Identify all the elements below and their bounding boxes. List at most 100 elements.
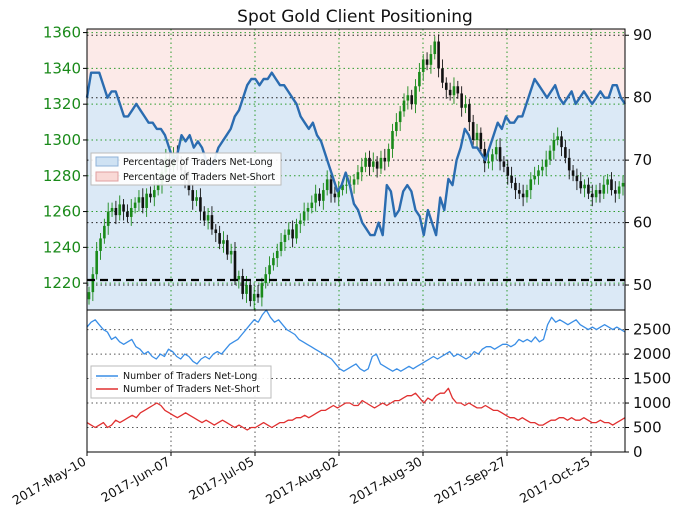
candle-body-101 [475, 132, 479, 140]
candle-body-107 [498, 147, 502, 162]
candle-body-75 [375, 161, 379, 169]
candle-body-111 [514, 182, 517, 191]
bottom-right-axis-ticks: 0 500 1000 1500 2000 2500 [625, 321, 671, 461]
candle-body-41 [245, 284, 248, 294]
candle-body-100 [471, 122, 475, 140]
candle-body-61 [322, 190, 325, 201]
candle-body-0 [87, 292, 91, 300]
bottom-tick-label-2: 1000 [633, 394, 671, 412]
net-long-fill [87, 72, 625, 310]
candle-body-136 [610, 179, 613, 191]
bottom-tick-label-5: 2500 [633, 321, 671, 339]
candle-body-46 [264, 274, 268, 284]
legend-swatch-net-long [95, 156, 119, 167]
candle-body-6 [110, 207, 114, 212]
candle-body-83 [406, 95, 410, 101]
left-tick-label-4: 1300 [43, 131, 81, 149]
top-panel: 1220 1240 1260 1280 1300 1320 1340 1360 50 60 70 8… [43, 24, 652, 311]
candle-body-13 [137, 197, 141, 203]
candle-body-50 [279, 241, 283, 251]
candle-body-131 [590, 193, 594, 198]
candle-body-56 [302, 211, 306, 221]
candle-body-58 [310, 202, 314, 208]
left-tick-label-0: 1220 [43, 274, 81, 292]
right-tick-label-2: 70 [633, 151, 652, 169]
candle-body-103 [483, 148, 486, 164]
bottom-panel: 0 500 1000 1500 2000 2500 Number of Traders N… [86, 309, 671, 461]
candle-body-70 [356, 172, 360, 180]
left-tick-label-2: 1260 [43, 203, 81, 221]
candle-body-122 [556, 136, 559, 140]
x-axis-ticks: 2017-May-10 2017-Jun-07 2017-Jul-05 2017-Au… [10, 452, 593, 508]
candle-body-96 [456, 86, 460, 94]
candle-body-79 [391, 131, 394, 149]
bottom-tick-label-1: 500 [633, 419, 662, 437]
right-tick-label-3: 80 [633, 89, 652, 107]
candle-body-110 [510, 175, 513, 183]
candle-body-98 [464, 104, 467, 108]
price-candles [87, 34, 625, 310]
candle-body-128 [579, 181, 583, 189]
candle-body-117 [537, 170, 540, 176]
candle-body-74 [371, 161, 375, 167]
net-short-fill [87, 29, 625, 236]
candle-body-135 [606, 179, 609, 185]
candle-body-12 [133, 202, 137, 208]
x-tick-label-1: 2017-Jun-07 [98, 454, 172, 505]
candle-body-119 [544, 159, 548, 167]
candle-body-18 [156, 184, 160, 191]
bottom-tick-label-3: 1500 [633, 370, 671, 388]
candle-body-7 [114, 207, 118, 216]
candle-body-81 [398, 111, 402, 123]
candle-body-138 [617, 186, 621, 194]
candle-body-91 [437, 41, 440, 69]
left-tick-label-1: 1240 [43, 238, 81, 256]
series-line-net-short [86, 387, 626, 431]
candle-body-16 [149, 193, 152, 198]
candle-body-118 [541, 166, 544, 171]
candle-body-109 [506, 166, 510, 176]
candle-body-53 [291, 229, 294, 239]
candle-body-71 [360, 166, 364, 173]
candle-body-139 [621, 182, 625, 187]
candle-body-51 [283, 234, 287, 242]
candle-body-49 [275, 250, 279, 259]
candle-body-130 [587, 184, 590, 194]
candle-body-33 [214, 229, 218, 234]
candle-body-39 [237, 275, 241, 280]
candle-body-62 [325, 179, 329, 191]
bottom-tick-label-4: 2000 [633, 345, 671, 363]
x-tick-label-2: 2017-Jul-05 [186, 454, 256, 503]
candle-body-84 [410, 95, 414, 105]
candle-body-8 [118, 204, 122, 216]
top-legend: Percentage of Traders Net-Long Percentag… [90, 152, 282, 186]
candle-body-99 [468, 104, 471, 123]
candle-body-72 [364, 157, 367, 167]
candle-body-40 [241, 275, 244, 294]
candle-body-116 [533, 175, 536, 180]
bottom-series-lines [86, 309, 626, 431]
candle-body-5 [106, 211, 110, 226]
candle-body-69 [352, 179, 356, 185]
candle-body-88 [425, 59, 429, 65]
candle-body-89 [429, 54, 433, 65]
series-line-net-long [86, 309, 626, 372]
chart-title: Spot Gold Client Positioning [237, 7, 473, 27]
candle-body-44 [256, 293, 260, 298]
legend-label-traders-net-short: Number of Traders Net-Short [123, 384, 260, 395]
candle-body-32 [210, 215, 214, 230]
candle-body-82 [402, 100, 406, 112]
candle-body-35 [222, 240, 225, 244]
candle-body-105 [491, 154, 494, 162]
candle-body-10 [126, 211, 129, 217]
candle-body-63 [329, 179, 333, 194]
candle-body-65 [337, 190, 341, 198]
candle-body-54 [295, 224, 298, 239]
candle-body-127 [575, 175, 579, 182]
candle-body-64 [333, 193, 337, 198]
legend-label-net-short: Percentage of Traders Net-Short [123, 172, 275, 183]
candle-body-121 [552, 139, 556, 151]
candle-body-4 [103, 225, 106, 239]
candle-body-14 [141, 197, 145, 208]
left-axis-ticks: 1220 1240 1260 1280 1300 1320 1340 1360 [43, 24, 87, 292]
